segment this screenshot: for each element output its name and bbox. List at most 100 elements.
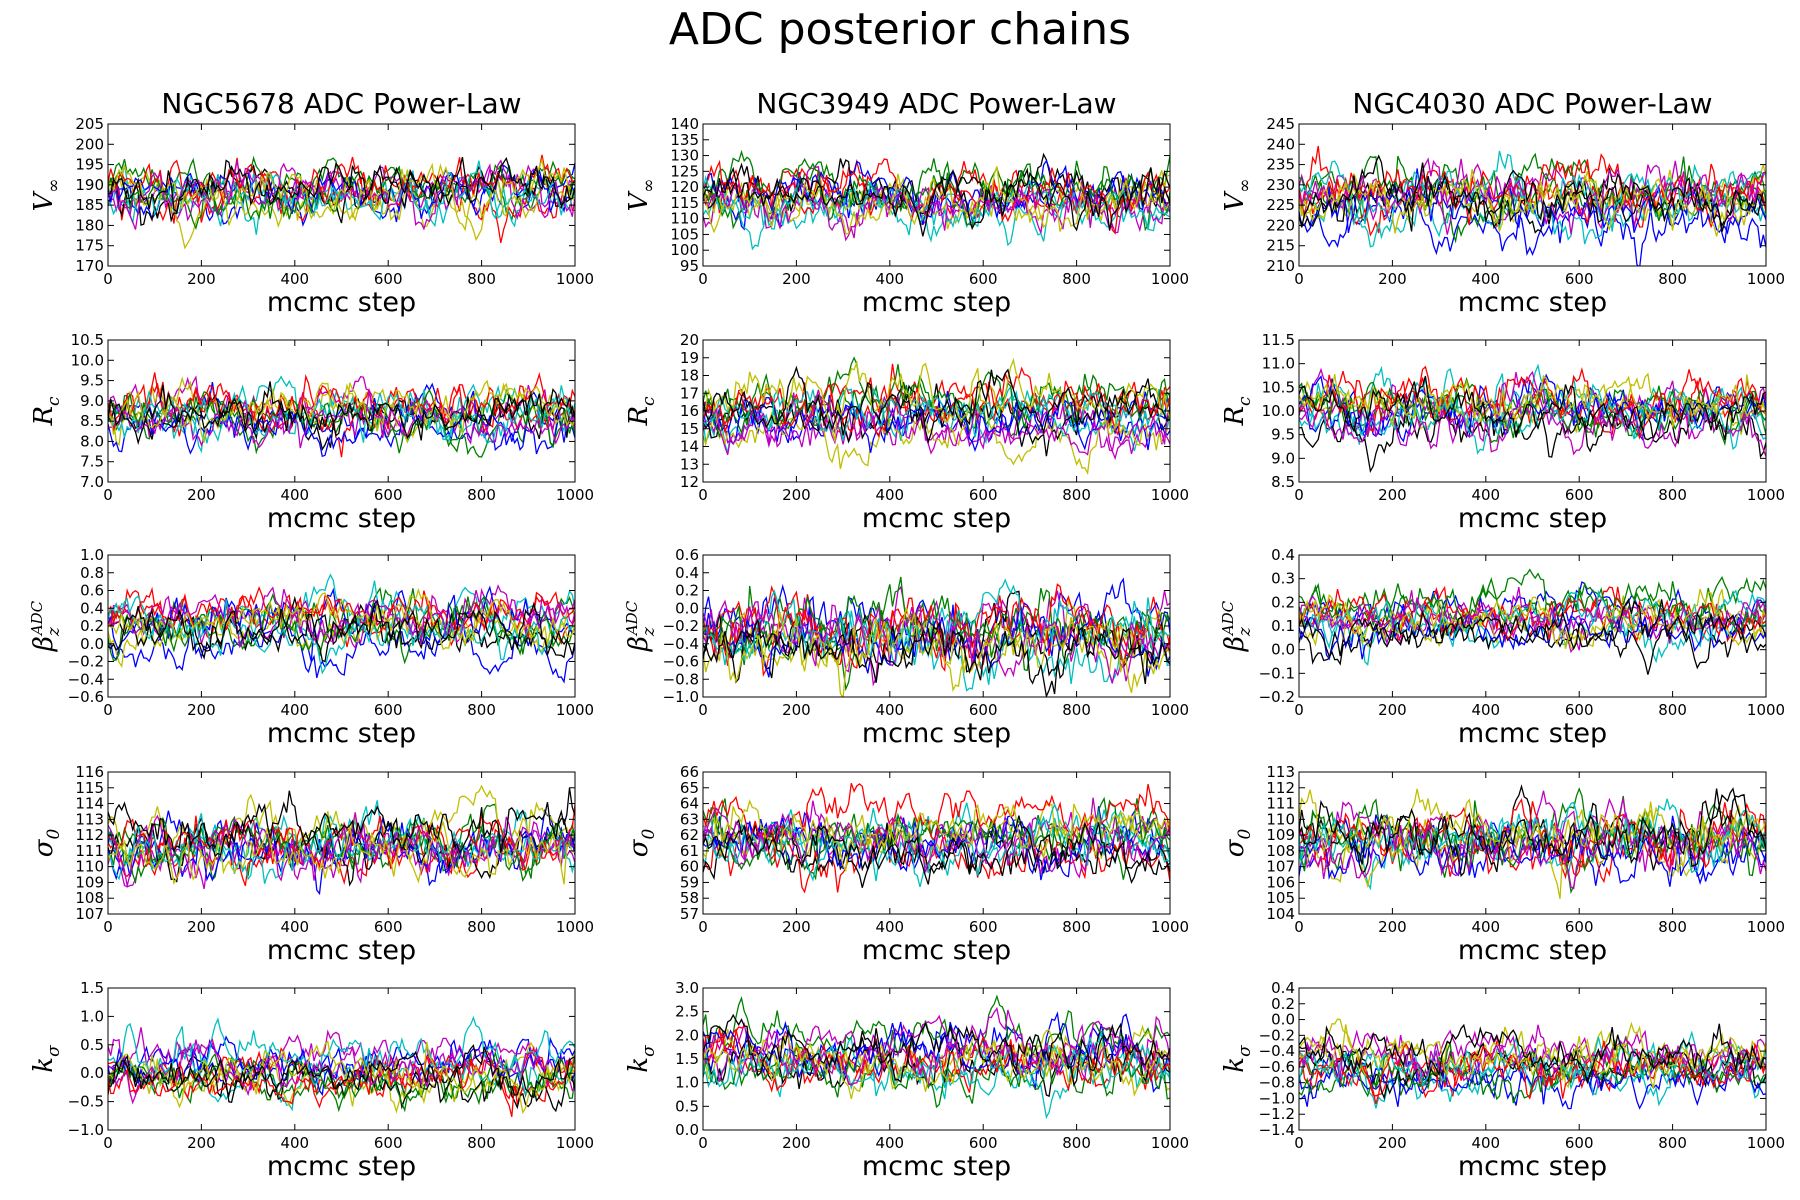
traces-1-1 <box>703 356 1170 476</box>
y-tick-label: 0.6 <box>80 582 104 600</box>
walker-trace <box>703 599 1170 687</box>
x-tick-label: 1000 <box>1747 270 1785 288</box>
y-tick-label: 59 <box>680 873 699 891</box>
x-tick-label: 200 <box>782 1134 811 1152</box>
walker-trace <box>703 1007 1170 1074</box>
y-tick-label: −0.2 <box>663 617 699 635</box>
y-label-symbol: k <box>29 1057 59 1073</box>
x-tick-label: 1000 <box>556 270 594 288</box>
traces-1-3 <box>703 782 1170 894</box>
walker-trace <box>703 1036 1170 1120</box>
y-tick-label: 8.0 <box>80 432 104 450</box>
y-label-subscript: z <box>1235 626 1255 637</box>
walker-trace <box>108 613 575 684</box>
y-tick-label: 120 <box>670 178 699 196</box>
y-tick-label: 240 <box>1266 135 1295 153</box>
y-axis-label: Rc <box>29 396 64 427</box>
x-tick-label: 600 <box>1565 1134 1594 1152</box>
y-tick-label: 0.2 <box>80 617 104 635</box>
y-tick-label: 11.0 <box>1262 355 1295 373</box>
y-tick-label: 195 <box>75 156 104 174</box>
y-tick-label: 180 <box>75 216 104 234</box>
column-title-2: NGC4030 ADC Power-Law <box>1352 87 1712 120</box>
x-tick-label: 400 <box>1471 701 1500 719</box>
x-tick-label: 0 <box>1294 701 1304 719</box>
walker-trace <box>1299 1024 1766 1082</box>
x-tick-label: 200 <box>187 701 216 719</box>
y-axis-label: σ0 <box>29 829 64 858</box>
page-title: ADC posterior chains <box>668 4 1132 55</box>
x-tick-label: 0 <box>1294 1134 1304 1152</box>
y-label-subscript: z <box>639 626 659 637</box>
y-tick-label: 0.6 <box>675 546 699 564</box>
walker-trace <box>108 390 575 449</box>
y-tick-label: 109 <box>75 873 104 891</box>
y-tick-label: 110 <box>75 858 104 876</box>
x-tick-label: 200 <box>187 270 216 288</box>
walker-trace <box>108 379 575 443</box>
y-tick-label: 58 <box>680 889 699 907</box>
x-tick-label: 400 <box>1471 1134 1500 1152</box>
y-tick-label: 100 <box>670 241 699 259</box>
y-tick-label: 140 <box>670 115 699 133</box>
walker-trace <box>1299 577 1766 633</box>
x-tick-label: 1000 <box>1747 486 1785 504</box>
y-label-subscript: c <box>639 396 659 406</box>
walker-trace <box>703 815 1170 885</box>
x-tick-label: 400 <box>875 1134 904 1152</box>
x-axis-label: mcmc step <box>267 503 416 534</box>
y-tick-label: 61 <box>680 842 699 860</box>
walker-trace <box>703 585 1170 673</box>
x-tick-label: 0 <box>103 270 113 288</box>
y-tick-label: 0.2 <box>675 582 699 600</box>
x-tick-label: 200 <box>782 918 811 936</box>
x-tick-label: 800 <box>1062 270 1091 288</box>
walker-trace <box>703 357 1170 442</box>
x-tick-label: 800 <box>1658 270 1687 288</box>
x-tick-label: 800 <box>1062 486 1091 504</box>
y-tick-label: 230 <box>1266 176 1295 194</box>
x-tick-label: 800 <box>1658 1134 1687 1152</box>
x-tick-label: 1000 <box>1747 701 1785 719</box>
y-tick-label: 0.4 <box>80 599 104 617</box>
traces-1-0 <box>703 149 1170 251</box>
y-tick-label: −0.6 <box>663 653 699 671</box>
x-tick-label: 0 <box>103 1134 113 1152</box>
walker-trace <box>703 994 1170 1072</box>
x-axis-label: mcmc step <box>1458 287 1607 318</box>
x-axis-label: mcmc step <box>1458 718 1607 749</box>
y-label-superscript: ADC <box>28 600 46 637</box>
y-tick-label: 2.0 <box>675 1026 699 1044</box>
axes-frame <box>107 987 576 1131</box>
y-tick-label: 245 <box>1266 115 1295 133</box>
walker-trace <box>108 585 575 638</box>
x-axis-label: mcmc step <box>267 935 416 966</box>
traces-0-2 <box>108 573 575 684</box>
x-tick-label: 200 <box>782 701 811 719</box>
walker-trace <box>1299 383 1766 455</box>
y-label-symbol: R <box>624 406 654 427</box>
x-tick-label: 400 <box>1471 270 1500 288</box>
y-label-subscript: z <box>44 626 64 637</box>
x-tick-label: 0 <box>698 1134 708 1152</box>
y-tick-label: 63 <box>680 810 699 828</box>
walker-trace <box>1299 365 1766 433</box>
walker-trace <box>1299 568 1766 632</box>
traces-2-1 <box>1299 363 1766 473</box>
walker-trace <box>1299 816 1766 891</box>
y-tick-label: −0.2 <box>68 653 104 671</box>
axes-frame <box>107 339 576 483</box>
y-tick-label: 185 <box>75 196 104 214</box>
x-tick-label: 600 <box>1565 486 1594 504</box>
y-tick-label: 130 <box>670 147 699 165</box>
walker-trace <box>108 1044 575 1104</box>
x-tick-label: 200 <box>782 486 811 504</box>
x-tick-label: 1000 <box>1747 918 1785 936</box>
walker-trace <box>108 1038 575 1105</box>
x-tick-label: 200 <box>782 270 811 288</box>
walker-trace <box>108 595 575 661</box>
y-tick-label: 10.5 <box>71 331 104 349</box>
y-tick-label: −0.8 <box>1259 1074 1295 1092</box>
walker-trace <box>703 1013 1170 1087</box>
